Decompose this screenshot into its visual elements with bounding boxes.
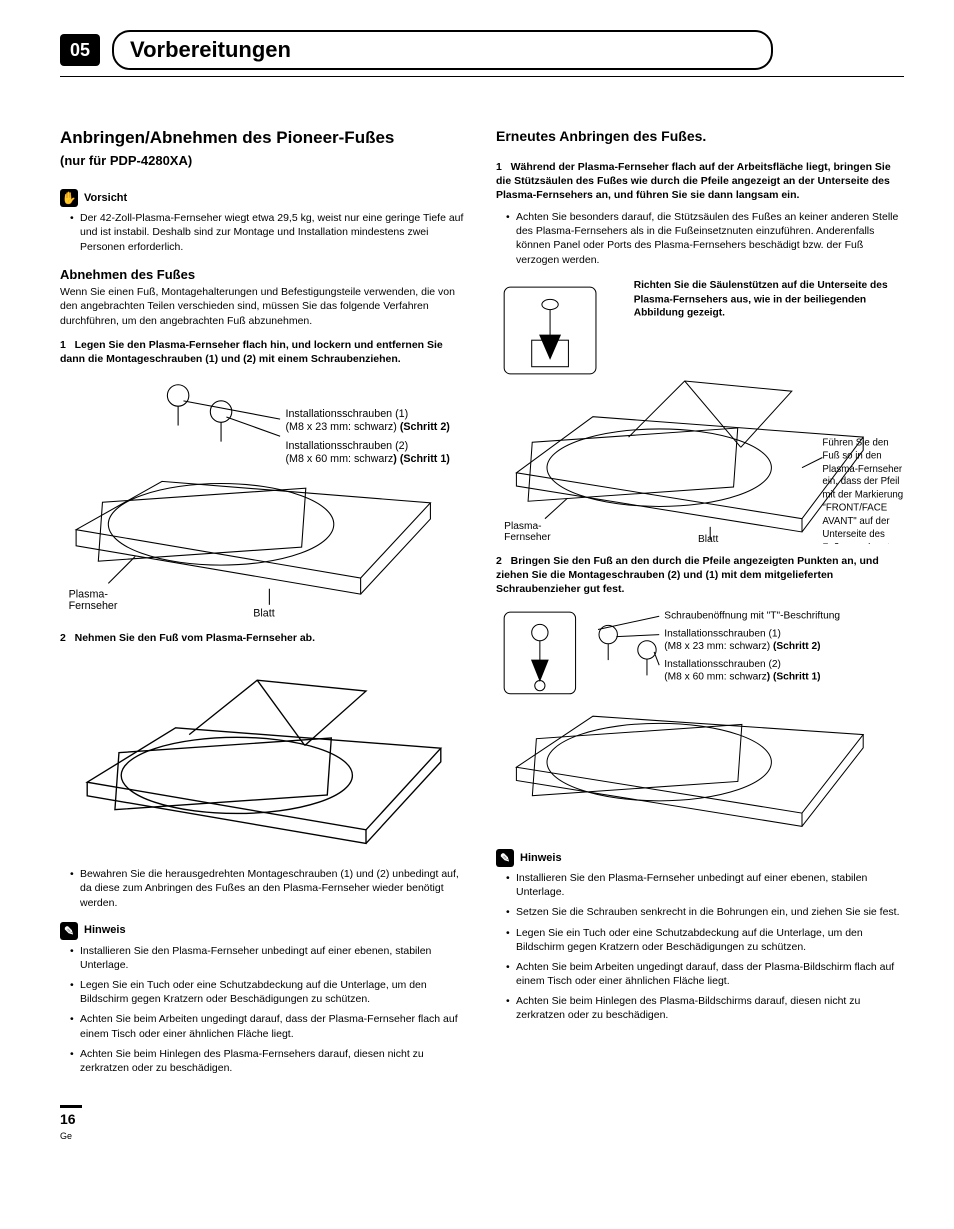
note-list-right: Installieren Sie den Plasma-Fernseher un… — [496, 871, 904, 1023]
note-list: Installieren Sie den Plasma-Fernseher un… — [60, 944, 468, 1075]
diagram-align-stand: Richten Sie die Säulenstützen auf die Un… — [496, 279, 904, 544]
page-number: 16 — [60, 1105, 82, 1129]
right-column: Erneutes Anbringen des Fußes. 1 Während … — [496, 127, 904, 1087]
note-item: Legen Sie ein Tuch oder eine Schutzabdec… — [70, 978, 468, 1006]
page-lang: Ge — [60, 1131, 72, 1141]
section-title: Anbringen/Abnehmen des Pioneer-Fußes — [60, 127, 468, 150]
note-item: Achten Sie beim Hinlegen des Plasma-Bild… — [506, 994, 904, 1022]
pencil-icon: ✎ — [60, 922, 78, 940]
caution-text: Vorsicht — [84, 191, 127, 206]
label-sheet: Blatt — [253, 608, 274, 620]
svg-text:(M8 x 60 mm: schwarz) (Schritt: (M8 x 60 mm: schwarz) (Schritt 1) — [285, 453, 450, 465]
note-item: Setzen Sie die Schrauben senkrecht in di… — [506, 905, 904, 919]
label-insert: Führen Sie den Fuß so in den Plasma-Fern… — [822, 437, 904, 544]
step-number: 1 — [60, 339, 66, 351]
chapter-number: 05 — [60, 34, 100, 66]
r-label-screw1b-bold: (Schritt 2) — [773, 641, 821, 652]
r-label-screw1a: Installationsschrauben (1) — [664, 629, 781, 640]
chapter-header: 05 Vorbereitungen — [60, 30, 904, 70]
page-footer: 16 Ge — [60, 1105, 904, 1144]
note-text-right: Hinweis — [520, 851, 562, 866]
note-label: ✎ Hinweis — [60, 922, 468, 940]
svg-text:(M8 x 60 mm: schwarz) (Schritt: (M8 x 60 mm: schwarz) (Schritt 1) — [664, 672, 820, 683]
post-step-list: Bewahren Sie die herausgedrehten Montage… — [60, 867, 468, 910]
post-step-item: Bewahren Sie die herausgedrehten Montage… — [70, 867, 468, 910]
right-step-2: 2 Bringen Sie den Fuß an den durch die P… — [496, 554, 904, 597]
note-item: Legen Sie ein Tuch oder eine Schutzabdec… — [506, 926, 904, 954]
diagram-tighten-screws: Schraubenöffnung mit "T"-Beschriftung In… — [496, 604, 904, 839]
step-number: 1 — [496, 161, 502, 173]
label-screw1b: (M8 x 23 mm: schwarz) — [285, 421, 396, 433]
left-column: Anbringen/Abnehmen des Pioneer-Fußes (nu… — [60, 127, 468, 1087]
r-label-screw2b-bold: ) (Schritt 1) — [767, 672, 821, 683]
note-item: Achten Sie beim Arbeiten ungedingt darau… — [506, 960, 904, 988]
step-text: Während der Plasma-Fernseher flach auf d… — [496, 161, 891, 201]
note-item: Achten Sie beim Arbeiten ungedingt darau… — [70, 1012, 468, 1040]
r-label-screw1b: (M8 x 23 mm: schwarz) — [664, 641, 770, 652]
right-step1-list: Achten Sie besonders darauf, die Stützsä… — [496, 210, 904, 267]
svg-text:Plasma-Fernseher: Plasma-Fernseher — [69, 588, 118, 612]
diagram-remove-screws: Installationsschrauben (1) (M8 x 23 mm: … — [60, 374, 468, 621]
section-subtitle: (nur für PDP-4280XA) — [60, 152, 468, 170]
step-text: Legen Sie den Plasma-Fernseher flach hin… — [60, 339, 443, 365]
left-step-1: 1 Legen Sie den Plasma-Fernseher flach h… — [60, 338, 468, 366]
note-item: Installieren Sie den Plasma-Fernseher un… — [506, 871, 904, 899]
label-screw1b-bold: (Schritt 2) — [400, 421, 450, 433]
caution-list: Der 42-Zoll-Plasma-Fernseher wiegt etwa … — [60, 211, 468, 254]
note-label-right: ✎ Hinweis — [496, 849, 904, 867]
r-label-screw2a: Installationsschrauben (2) — [664, 660, 781, 671]
step-number: 2 — [496, 555, 502, 567]
remove-intro: Wenn Sie einen Fuß, Montagehalterungen u… — [60, 285, 468, 328]
diagram-remove-stand — [60, 653, 468, 857]
label-hole: Schraubenöffnung mit "T"-Beschriftung — [664, 611, 840, 622]
pencil-icon: ✎ — [496, 849, 514, 867]
svg-text:(M8 x 23 mm: schwarz) (Schritt: (M8 x 23 mm: schwarz) (Schritt 2) — [285, 421, 450, 433]
label-sheet-r: Blatt — [698, 534, 719, 544]
caution-item: Der 42-Zoll-Plasma-Fernseher wiegt etwa … — [70, 211, 468, 254]
step-text: Bringen Sie den Fuß an den durch die Pfe… — [496, 555, 879, 595]
caution-label: ✋ Vorsicht — [60, 189, 468, 207]
step-text: Nehmen Sie den Fuß vom Plasma-Fernseher … — [75, 632, 315, 644]
step-number: 2 — [60, 632, 66, 644]
hand-icon: ✋ — [60, 189, 78, 207]
label-screw2b-bold: ) (Schritt 1) — [393, 453, 450, 465]
chapter-title: Vorbereitungen — [112, 30, 773, 70]
note-item: Installieren Sie den Plasma-Fernseher un… — [70, 944, 468, 972]
remove-heading: Abnehmen des Fußes — [60, 266, 468, 284]
reattach-title: Erneutes Anbringen des Fußes. — [496, 127, 904, 146]
note-item: Achten Sie beim Hinlegen des Plasma-Fern… — [70, 1047, 468, 1075]
svg-text:(M8 x 23 mm: schwarz) (Schritt: (M8 x 23 mm: schwarz) (Schritt 2) — [664, 641, 820, 652]
right-step-1: 1 Während der Plasma-Fernseher flach auf… — [496, 160, 904, 203]
label-screw1a: Installationsschrauben (1) — [285, 408, 408, 420]
header-rule — [60, 76, 904, 77]
note-text: Hinweis — [84, 923, 126, 938]
label-screw2a: Installationsschrauben (2) — [285, 440, 408, 452]
r-label-screw2b: (M8 x 60 mm: schwarz — [664, 672, 766, 683]
left-step-2: 2 Nehmen Sie den Fuß vom Plasma-Fernsehe… — [60, 631, 468, 645]
label-screw2b: (M8 x 60 mm: schwarz — [285, 453, 393, 465]
list-item: Achten Sie besonders darauf, die Stützsä… — [506, 210, 904, 267]
svg-text:Plasma-Fernseher: Plasma-Fernseher — [504, 521, 551, 543]
label-align: Richten Sie die Säulenstützen auf die Un… — [634, 279, 899, 320]
